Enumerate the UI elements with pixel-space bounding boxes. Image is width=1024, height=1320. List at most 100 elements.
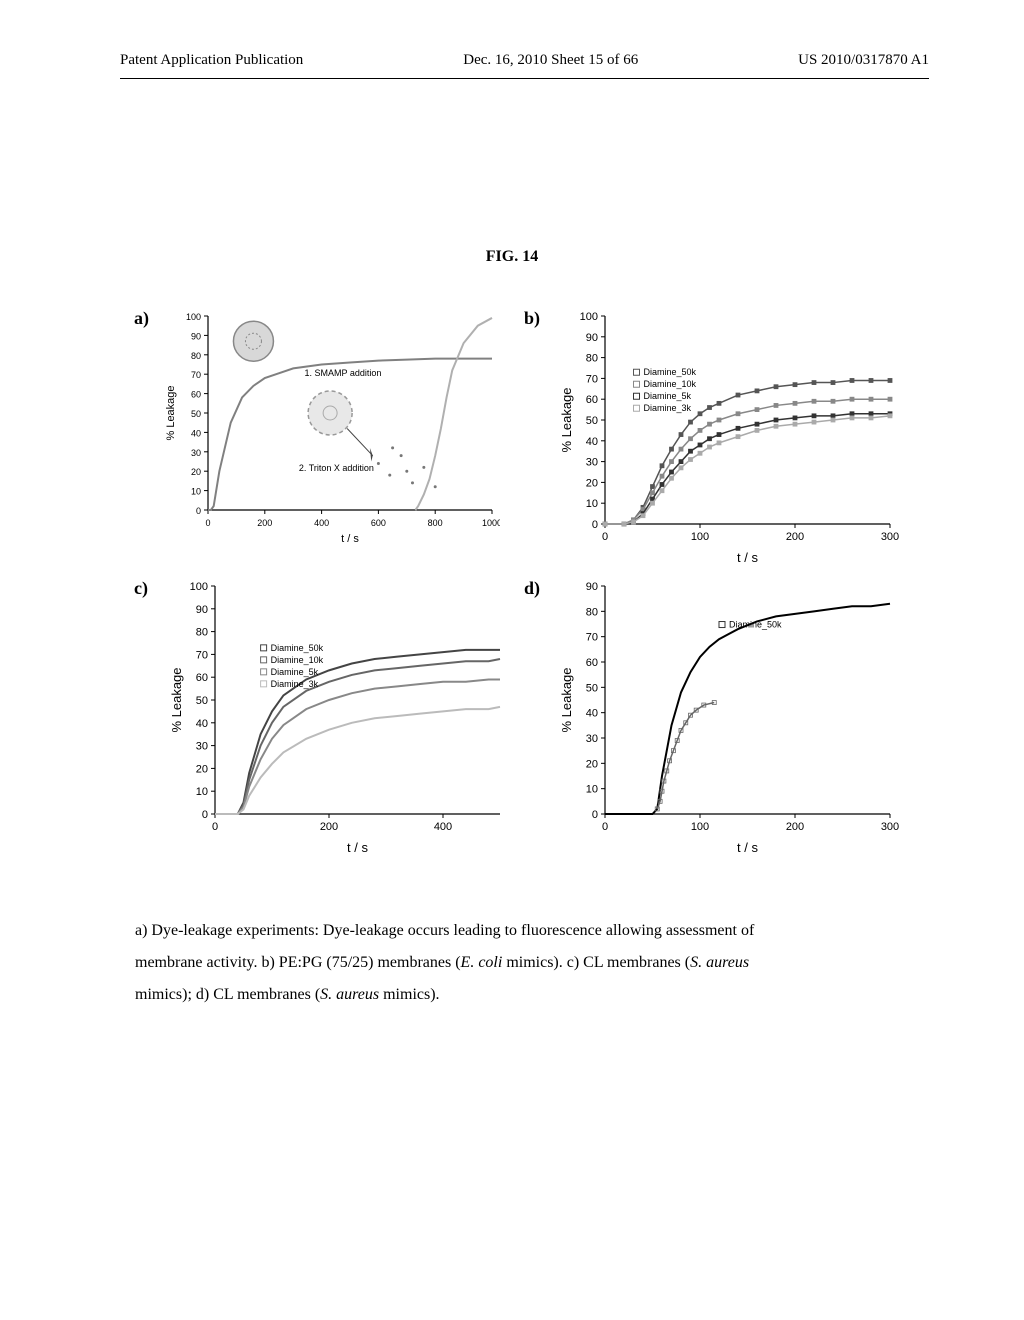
svg-text:30: 30 — [586, 457, 598, 469]
svg-text:200: 200 — [786, 821, 804, 833]
caption-line1: a) Dye-leakage experiments: Dye-leakage … — [135, 922, 754, 939]
caption-line2a: membrane activity. b) PE:PG (75/25) memb… — [135, 954, 461, 971]
svg-text:% Leakage: % Leakage — [165, 385, 177, 440]
svg-text:Diamine_50k: Diamine_50k — [271, 643, 324, 653]
chart-panels: a) 0102030405060708090100020040060080010… — [130, 300, 900, 870]
svg-text:200: 200 — [320, 821, 338, 833]
svg-text:100: 100 — [691, 821, 709, 833]
svg-text:0: 0 — [205, 518, 210, 528]
svg-text:60: 60 — [191, 390, 201, 400]
svg-text:1. SMAMP addition: 1. SMAMP addition — [305, 368, 382, 378]
svg-text:0: 0 — [202, 809, 208, 821]
svg-text:0: 0 — [592, 809, 598, 821]
svg-text:% Leakage: % Leakage — [169, 667, 184, 732]
caption-line3a: mimics); d) CL membranes ( — [135, 986, 320, 1003]
chart-b: 01020304050607080901000100200300t / s% L… — [550, 306, 900, 571]
svg-text:100: 100 — [580, 311, 598, 323]
panel-d-label: d) — [524, 578, 540, 599]
svg-text:40: 40 — [191, 428, 201, 438]
panel-d: d) 01020304050607080900100200300t / s% L… — [520, 570, 900, 870]
svg-text:t / s: t / s — [737, 550, 758, 565]
caption-line3c: mimics). — [379, 986, 439, 1003]
svg-text:0: 0 — [196, 506, 201, 516]
svg-text:40: 40 — [586, 708, 598, 720]
header-left: Patent Application Publication — [120, 52, 303, 69]
svg-text:800: 800 — [428, 518, 443, 528]
svg-text:400: 400 — [314, 518, 329, 528]
svg-text:100: 100 — [186, 312, 201, 322]
panel-c-label: c) — [134, 578, 148, 599]
svg-text:20: 20 — [191, 467, 201, 477]
page-header: Patent Application Publication Dec. 16, … — [120, 52, 929, 69]
svg-text:200: 200 — [786, 531, 804, 543]
caption-line3b: S. aureus — [320, 986, 379, 1003]
caption-line2c: mimics). c) CL membranes ( — [502, 954, 690, 971]
svg-text:200: 200 — [257, 518, 272, 528]
svg-text:20: 20 — [196, 763, 208, 775]
svg-text:Diamine_50k: Diamine_50k — [729, 620, 782, 630]
svg-text:Diamine_5k: Diamine_5k — [271, 667, 319, 677]
svg-text:100: 100 — [691, 531, 709, 543]
svg-text:30: 30 — [191, 448, 201, 458]
svg-text:100: 100 — [190, 581, 208, 593]
svg-text:% Leakage: % Leakage — [559, 387, 574, 452]
chart-d-svg: 01020304050607080900100200300t / s% Leak… — [550, 576, 900, 856]
figure-title: FIG. 14 — [0, 248, 1024, 266]
svg-text:300: 300 — [881, 821, 899, 833]
svg-text:90: 90 — [191, 331, 201, 341]
svg-text:10: 10 — [586, 784, 598, 796]
svg-text:50: 50 — [586, 415, 598, 427]
chart-c-svg: 01020304050607080901000200400t / s% Leak… — [160, 576, 510, 856]
svg-text:Diamine_3k: Diamine_3k — [644, 403, 692, 413]
svg-text:% Leakage: % Leakage — [559, 667, 574, 732]
chart-c: 01020304050607080901000200400t / s% Leak… — [160, 576, 510, 861]
svg-text:90: 90 — [196, 604, 208, 616]
svg-text:30: 30 — [586, 733, 598, 745]
svg-text:600: 600 — [371, 518, 386, 528]
svg-text:40: 40 — [196, 718, 208, 730]
svg-text:10: 10 — [196, 786, 208, 798]
svg-text:80: 80 — [586, 353, 598, 365]
svg-text:60: 60 — [586, 657, 598, 669]
svg-text:70: 70 — [191, 370, 201, 380]
header-center: Dec. 16, 2010 Sheet 15 of 66 — [463, 52, 638, 69]
svg-text:Diamine_50k: Diamine_50k — [644, 367, 697, 377]
svg-text:400: 400 — [434, 821, 452, 833]
svg-text:0: 0 — [602, 821, 608, 833]
svg-text:30: 30 — [196, 741, 208, 753]
panel-b-label: b) — [524, 308, 540, 329]
svg-text:20: 20 — [586, 758, 598, 770]
svg-text:Diamine_5k: Diamine_5k — [644, 391, 692, 401]
svg-text:40: 40 — [586, 436, 598, 448]
svg-text:60: 60 — [586, 394, 598, 406]
svg-text:70: 70 — [586, 373, 598, 385]
svg-text:10: 10 — [586, 498, 598, 510]
figure-caption: a) Dye-leakage experiments: Dye-leakage … — [135, 915, 895, 1011]
chart-d: 01020304050607080900100200300t / s% Leak… — [550, 576, 900, 861]
panel-a: a) 0102030405060708090100020040060080010… — [130, 300, 510, 570]
svg-text:0: 0 — [212, 821, 218, 833]
header-rule — [120, 78, 929, 79]
page: Patent Application Publication Dec. 16, … — [0, 0, 1024, 1320]
chart-b-svg: 01020304050607080901000100200300t / s% L… — [550, 306, 900, 566]
svg-text:10: 10 — [191, 487, 201, 497]
svg-text:50: 50 — [586, 682, 598, 694]
svg-text:Diamine_10k: Diamine_10k — [271, 655, 324, 665]
svg-text:0: 0 — [592, 519, 598, 531]
chart-a-svg: 010203040506070809010002004006008001000t… — [160, 306, 500, 546]
header-right: US 2010/0317870 A1 — [798, 52, 929, 69]
svg-text:90: 90 — [586, 581, 598, 593]
svg-text:t / s: t / s — [347, 840, 368, 855]
svg-text:Diamine_10k: Diamine_10k — [644, 379, 697, 389]
svg-text:1000: 1000 — [482, 518, 500, 528]
svg-text:90: 90 — [586, 332, 598, 344]
svg-text:2. Triton X addition: 2. Triton X addition — [299, 463, 374, 473]
svg-text:0: 0 — [602, 531, 608, 543]
svg-text:t / s: t / s — [341, 533, 359, 545]
svg-text:80: 80 — [196, 627, 208, 639]
caption-line2d: S. aureus — [690, 954, 749, 971]
panel-a-label: a) — [134, 308, 149, 329]
svg-text:Diamine_3k: Diamine_3k — [271, 679, 319, 689]
svg-text:t / s: t / s — [737, 840, 758, 855]
svg-text:80: 80 — [586, 606, 598, 618]
